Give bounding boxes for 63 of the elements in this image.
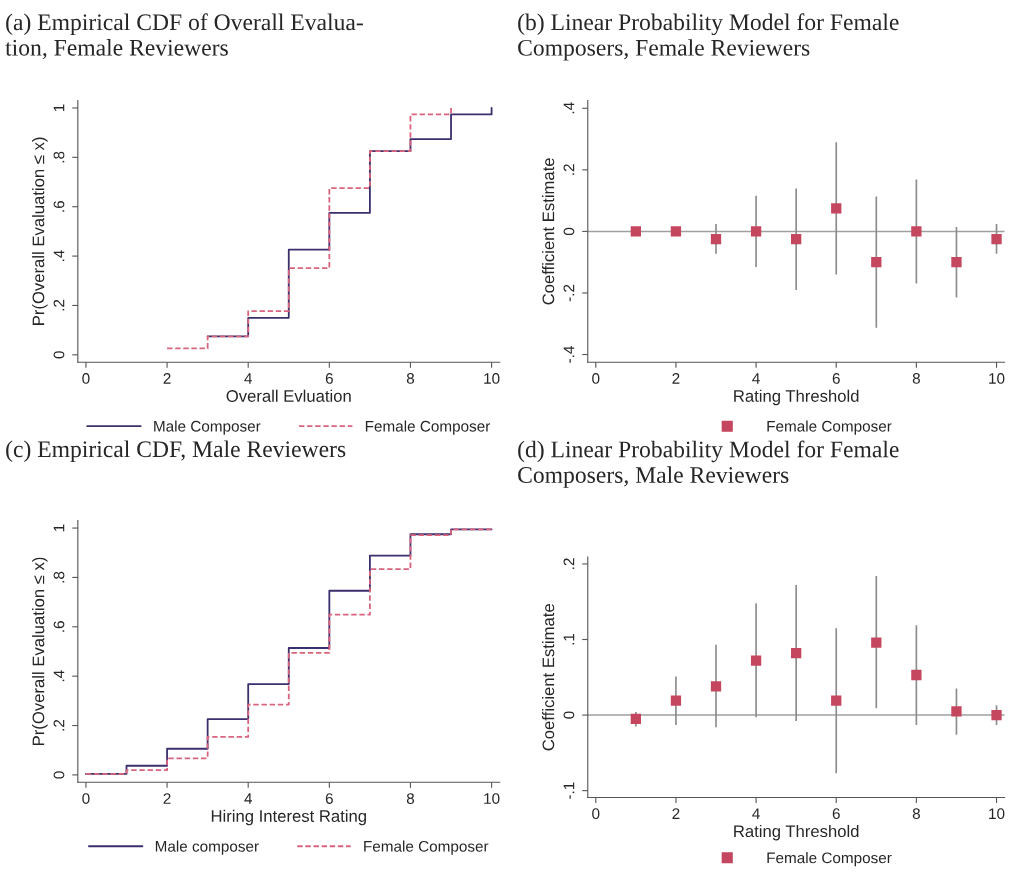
x-tick-label: 2 xyxy=(163,373,171,384)
y-tick-label: 0 xyxy=(563,227,575,236)
y-tick-label: 0 xyxy=(563,711,575,719)
x-tick-label: 6 xyxy=(325,793,333,804)
x-tick-label: 10 xyxy=(484,793,500,804)
y-tick-label: .6 xyxy=(53,621,65,632)
y-tick-label: .6 xyxy=(53,201,65,212)
y-tick-label: 0 xyxy=(53,771,65,779)
x-tick-label: 4 xyxy=(752,373,760,384)
x-tick-label: 2 xyxy=(163,793,171,804)
legend-label: Female Composer xyxy=(365,420,491,435)
legend-label: Female Composer xyxy=(364,840,489,855)
legend-label: Female Composer xyxy=(767,852,892,867)
y-tick-label: .4 xyxy=(53,250,65,262)
x-tick-label: 4 xyxy=(752,808,760,819)
x-axis-title: Rating Threshold xyxy=(734,389,859,406)
y-tick-label: .2 xyxy=(563,558,575,569)
x-tick-label: 4 xyxy=(244,373,252,384)
x-tick-label: 2 xyxy=(672,808,680,819)
y-axis-title: Coefficient Estimate xyxy=(542,158,555,305)
x-tick-label: 6 xyxy=(325,373,333,384)
y-tick-label: .2 xyxy=(53,299,65,311)
y-axis-title: Pr(Overall Evaluation ≤ x) xyxy=(32,137,48,325)
x-tick-label: 6 xyxy=(832,373,840,384)
x-tick-label: 6 xyxy=(832,808,840,820)
chart-title: (b) Linear Probability Model for Female Composers, Female Reviewers xyxy=(518,13,899,61)
y-tick-label: .4 xyxy=(563,102,575,114)
y-tick-label: 1 xyxy=(53,104,65,112)
x-axis-title: Rating Threshold xyxy=(734,824,859,841)
legend-label: Male composer xyxy=(155,840,259,855)
x-tick-label: 10 xyxy=(989,373,1005,384)
x-tick-label: 10 xyxy=(484,373,500,384)
x-axis-title: Hiring Interest Rating xyxy=(211,809,366,826)
y-tick-label: -.4 xyxy=(563,346,575,363)
y-tick-label: 0 xyxy=(53,351,65,359)
y-tick-label: .8 xyxy=(53,571,65,583)
y-tick-label: -.1 xyxy=(563,782,575,799)
x-tick-label: 2 xyxy=(672,373,680,384)
x-tick-label: 4 xyxy=(244,793,252,804)
y-tick-label: .2 xyxy=(53,719,65,731)
y-tick-label: .2 xyxy=(563,164,575,175)
x-tick-label: 8 xyxy=(912,373,920,384)
legend-label: Female Composer xyxy=(767,420,892,435)
y-axis-title: Coefficient Estimate xyxy=(542,604,555,751)
x-tick-label: 8 xyxy=(912,808,920,820)
x-tick-label: 0 xyxy=(592,808,600,820)
x-tick-label: 10 xyxy=(989,808,1005,820)
x-tick-label: 8 xyxy=(406,793,415,804)
chart-title: (c) Empirical CDF, Male Reviewers xyxy=(6,440,346,462)
chart-title: (d) Linear Probability Model for Female Composers, Male Reviewers xyxy=(518,440,899,488)
y-tick-label: 1 xyxy=(53,524,65,532)
y-axis-title: Pr(Overall Evaluation ≤ x) xyxy=(32,557,48,745)
y-tick-label: .1 xyxy=(563,633,575,645)
y-tick-label: .8 xyxy=(53,151,65,163)
x-tick-label: 8 xyxy=(406,373,415,384)
y-tick-label: -.2 xyxy=(563,284,575,302)
x-tick-label: 0 xyxy=(82,793,90,804)
chart-title: (a) Empirical CDF of Overall Evalua- tion, Female Reviewers xyxy=(5,13,363,60)
legend-label: Male Composer xyxy=(154,420,261,435)
x-axis-title: Overall Evluation xyxy=(226,389,351,402)
y-tick-label: .4 xyxy=(53,670,65,682)
x-tick-label: 0 xyxy=(82,373,90,384)
x-tick-label: 0 xyxy=(592,373,600,384)
